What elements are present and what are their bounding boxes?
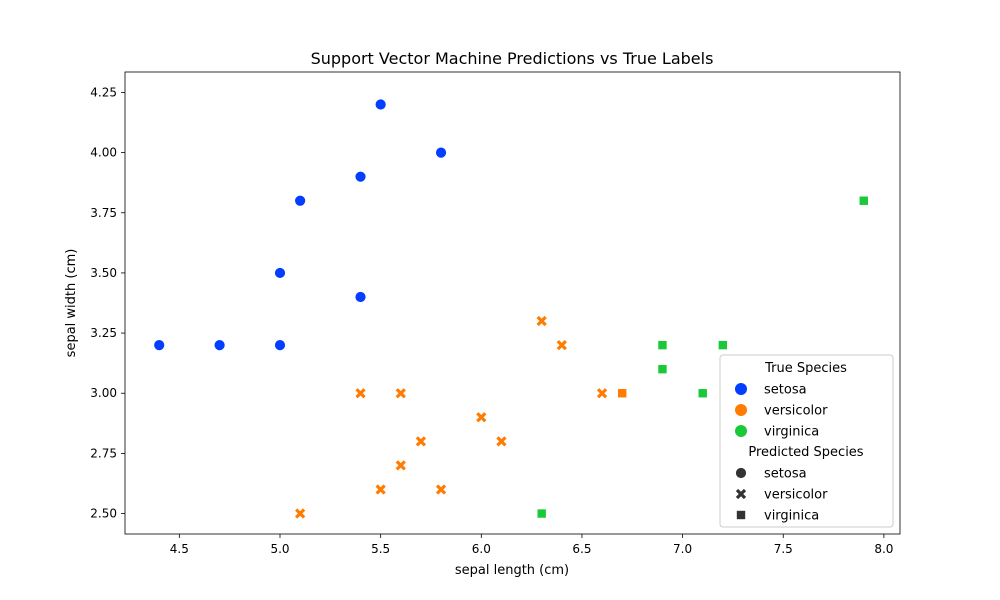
legend-style-label: virginica — [764, 509, 819, 524]
y-axis-ticks: 2.50 2.75 3.00 3.25 3.50 3.75 4.00 4.25 — [90, 85, 125, 521]
data-point — [355, 388, 366, 399]
legend-hue-label: versicolor — [764, 404, 828, 419]
x-tick-label: 6.0 — [472, 542, 491, 556]
data-point — [294, 194, 307, 207]
legend-hue-marker — [735, 404, 747, 416]
data-point — [596, 388, 608, 399]
y-tick-label: 3.75 — [90, 206, 117, 220]
data-point — [213, 339, 226, 352]
y-tick-label: 3.50 — [90, 266, 117, 280]
legend-hue-label: setosa — [764, 383, 807, 398]
x-axis-label: sepal length (cm) — [455, 563, 569, 578]
data-point — [415, 436, 427, 447]
data-point — [556, 339, 567, 351]
chart-title: Support Vector Machine Predictions vs Tr… — [311, 49, 714, 68]
legend-hue-marker — [735, 425, 747, 437]
data-point — [657, 340, 668, 350]
data-point — [617, 388, 628, 399]
data-point — [375, 484, 386, 495]
data-point — [294, 508, 306, 519]
legend-style-label: versicolor — [764, 488, 828, 503]
legend-box — [719, 354, 894, 528]
y-tick-label: 4.00 — [90, 146, 117, 160]
data-point — [858, 195, 869, 206]
legend-style-marker — [736, 510, 746, 520]
legend-style-label: setosa — [764, 467, 807, 482]
points-layer — [153, 98, 869, 519]
x-tick-label: 7.0 — [673, 542, 692, 556]
legend-style-marker — [735, 467, 747, 479]
data-point — [435, 484, 447, 495]
x-tick-label: 7.5 — [774, 542, 793, 556]
data-point — [697, 388, 708, 399]
data-point — [657, 364, 668, 374]
y-axis-label: sepal width (cm) — [64, 249, 79, 358]
legend-hue-marker — [735, 383, 747, 395]
data-point — [536, 315, 547, 327]
y-tick-label: 2.75 — [90, 446, 117, 460]
legend-hue-title: True Species — [764, 361, 847, 376]
data-point — [354, 170, 367, 183]
data-point — [153, 339, 166, 352]
x-tick-label: 5.5 — [371, 542, 390, 556]
data-point — [718, 340, 728, 350]
data-point — [435, 146, 447, 159]
y-tick-label: 3.25 — [90, 326, 117, 340]
data-point — [536, 508, 547, 519]
data-point — [496, 436, 507, 447]
data-point — [274, 339, 286, 352]
y-tick-label: 3.00 — [90, 386, 117, 400]
x-tick-label: 4.5 — [170, 542, 189, 556]
data-point — [354, 291, 367, 303]
y-tick-label: 2.50 — [90, 507, 117, 521]
legend-hue-label: virginica — [764, 425, 819, 440]
data-point — [395, 460, 406, 471]
plot-frame — [124, 71, 901, 535]
data-point — [395, 388, 406, 399]
data-point — [274, 267, 286, 279]
x-tick-label: 5.0 — [270, 542, 289, 556]
y-tick-label: 4.25 — [90, 85, 117, 99]
x-tick-label: 6.5 — [572, 542, 591, 556]
data-point — [476, 412, 487, 423]
x-axis-ticks: 4.5 5.0 5.5 6.0 6.5 7.0 7.5 8.0 — [170, 534, 893, 556]
x-tick-label: 8.0 — [874, 542, 893, 556]
legend-style-title: Predicted Species — [748, 445, 863, 460]
legend: True Species setosa versicolor virginica Pre… — [719, 354, 894, 528]
data-point — [374, 98, 387, 111]
legend-style-marker — [735, 488, 747, 500]
